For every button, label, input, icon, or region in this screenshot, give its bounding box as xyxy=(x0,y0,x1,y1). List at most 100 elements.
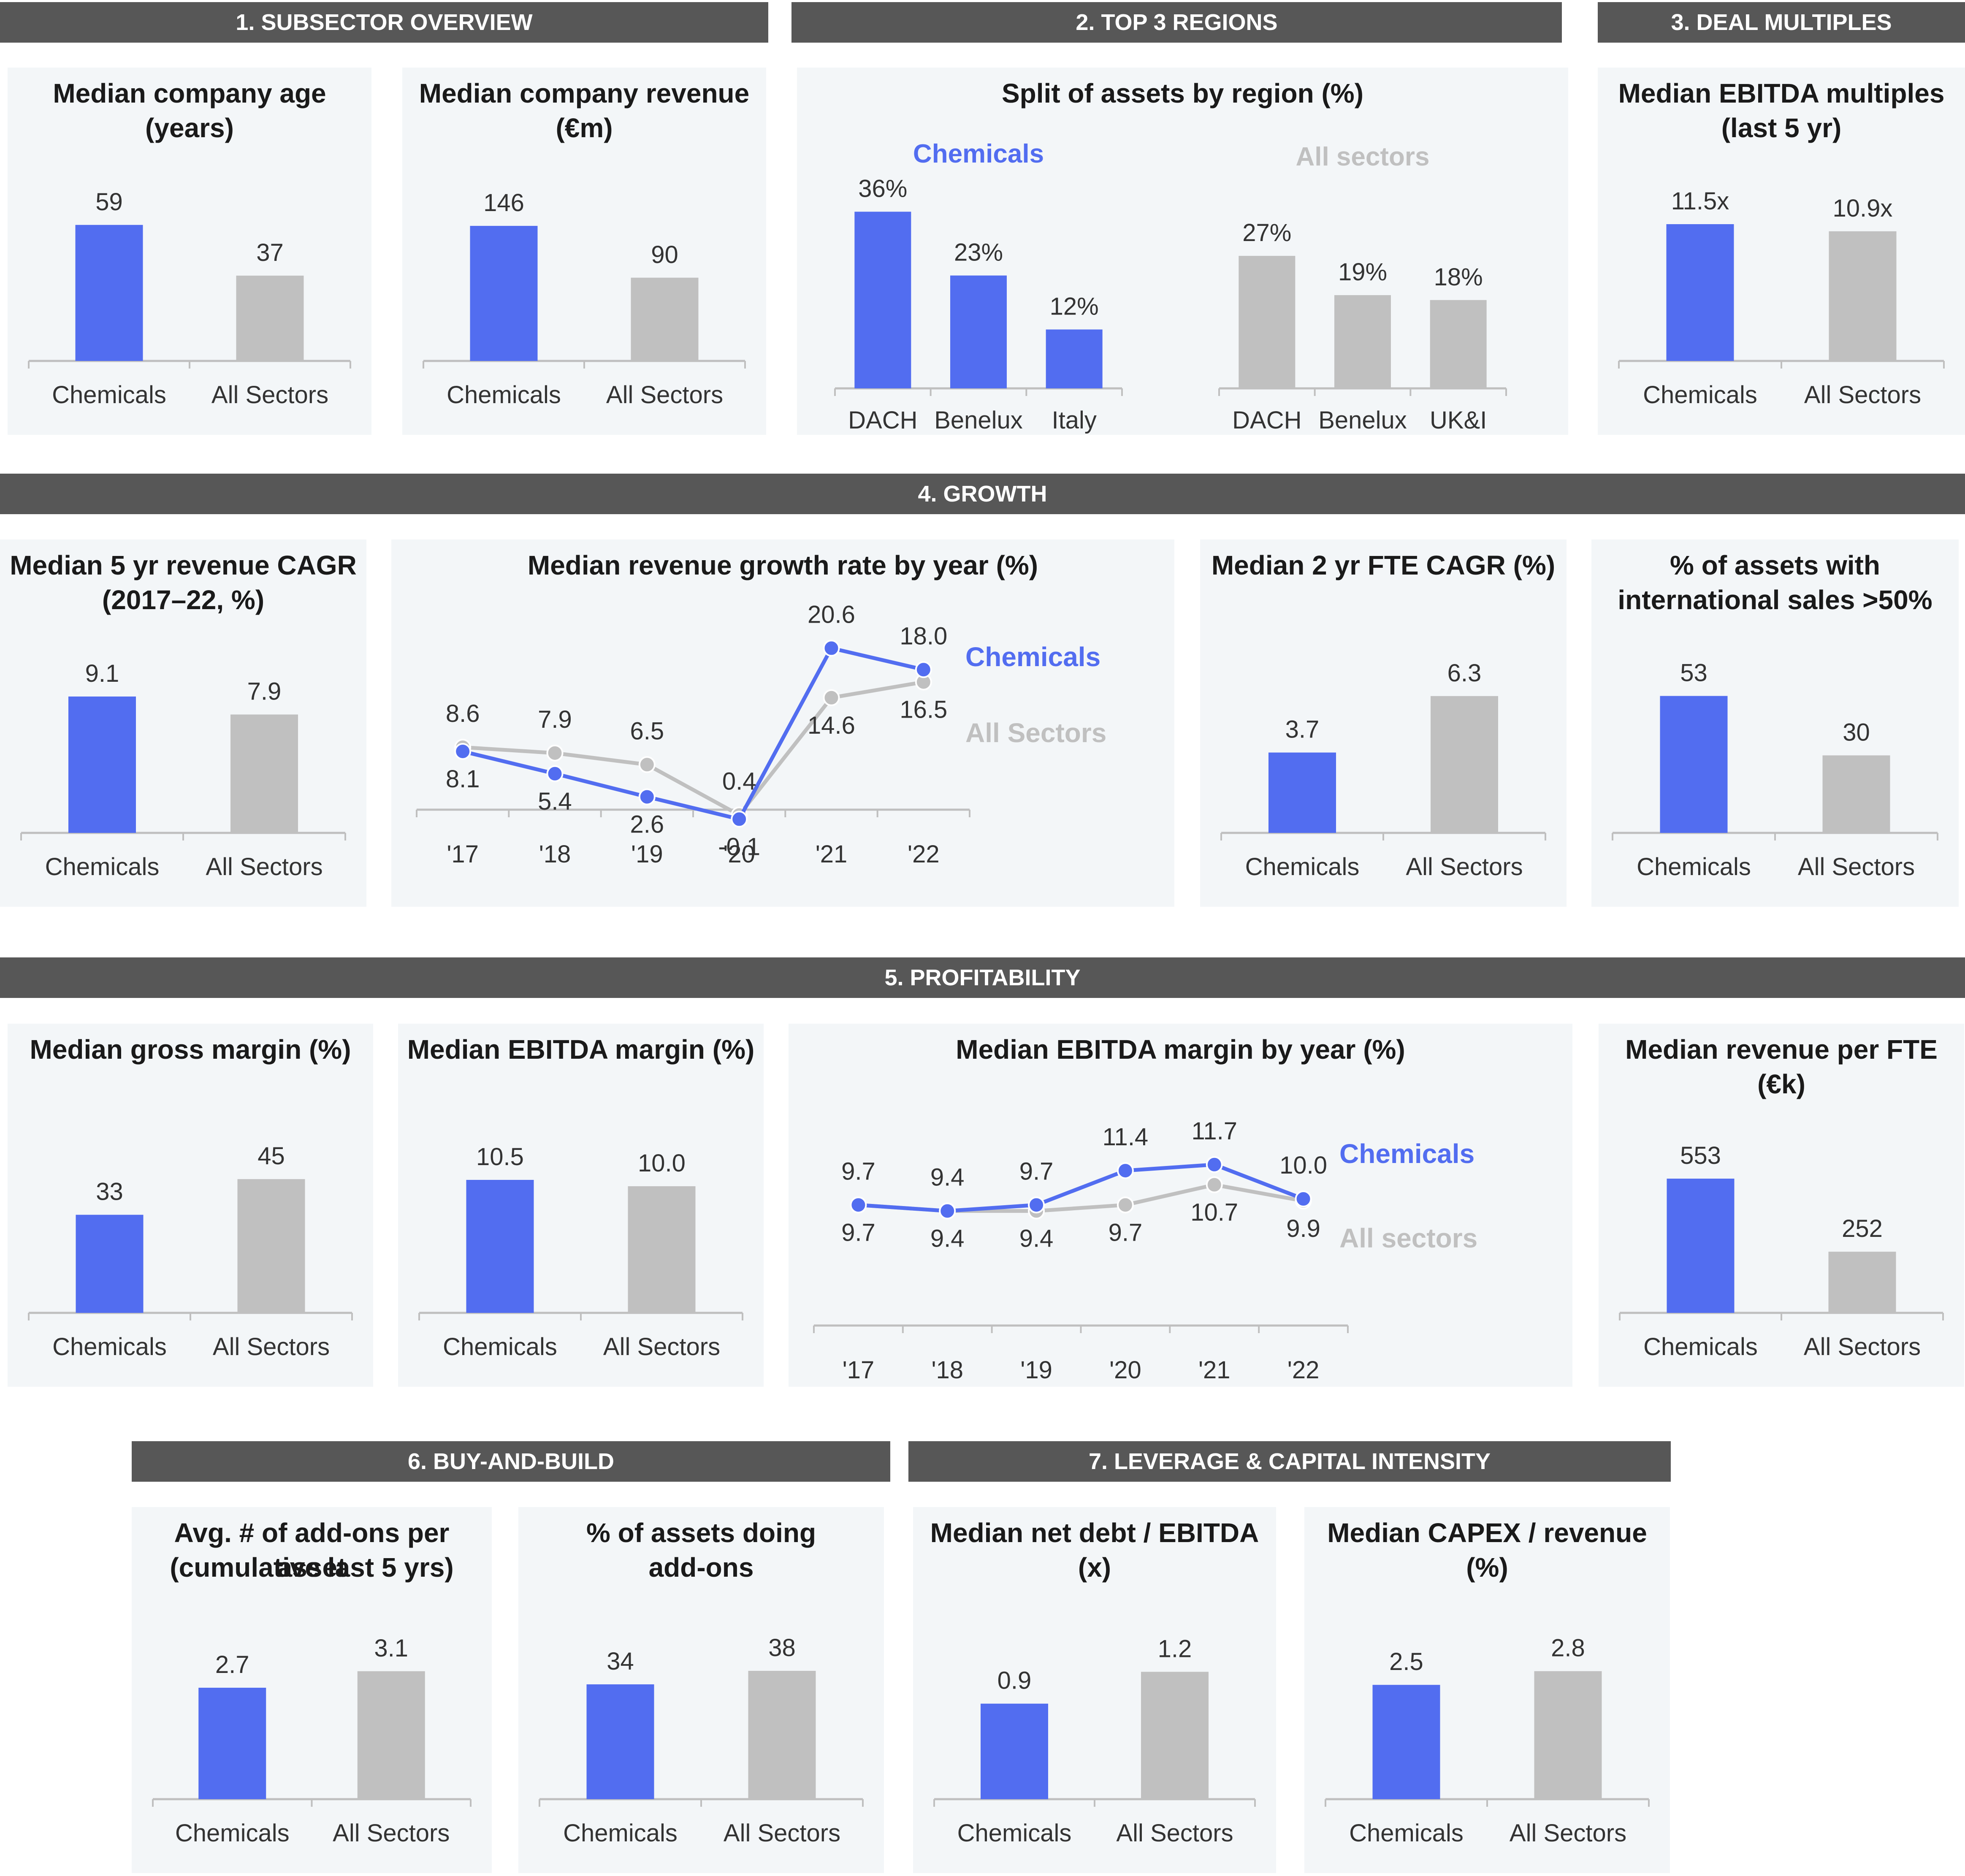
category-label: Chemicals xyxy=(1643,1333,1758,1361)
panel-ebitda-multiples: 11.5x Chemicals 10.9x All Sectors Median EBI… xyxy=(1598,68,1965,435)
data-label: 7.9 xyxy=(247,678,282,705)
chart-title: Median EBITDA multiples xyxy=(1618,78,1945,108)
panel-gross-margin: 33 Chemicals 45 All Sectors Median gross mar… xyxy=(8,1024,373,1387)
chart-title: Median CAPEX / revenue xyxy=(1327,1518,1647,1548)
data-label: 146 xyxy=(483,189,524,217)
data-label: 11.7 xyxy=(1191,1117,1237,1145)
bar-all-sectors xyxy=(1828,1252,1896,1313)
chart-title-line-2: (years) xyxy=(145,113,234,143)
chart-title: Split of assets by region (%) xyxy=(1001,78,1364,108)
bar-chemicals xyxy=(1667,1179,1735,1313)
data-label: 10.9x xyxy=(1833,195,1893,222)
data-label: 10.0 xyxy=(1279,1152,1327,1179)
bar-region xyxy=(1430,300,1487,388)
data-label: 14.6 xyxy=(808,712,855,739)
chart-title: % of assets doing xyxy=(586,1518,816,1548)
bar-chart: 34 Chemicals 38 All Sectors xyxy=(539,1634,864,1847)
data-label: 9.4 xyxy=(1019,1225,1054,1252)
x-tick-label: '17 xyxy=(843,1356,875,1384)
data-label: 6.5 xyxy=(630,717,664,745)
chart-title-line-2: (€k) xyxy=(1757,1069,1805,1099)
bar-all-sectors xyxy=(1431,696,1498,833)
section-header-subsector-overview: 1. SUBSECTOR OVERVIEW xyxy=(0,2,768,43)
chart-title: Median revenue growth rate by year (%) xyxy=(527,550,1038,580)
section-header-top-regions: 2. TOP 3 REGIONS xyxy=(791,2,1562,43)
legend-chemicals: Chemicals xyxy=(1339,1139,1474,1169)
panel-ebitda-margin-by-year: '17 '18 '19 '20 '21 '22 9.7 9.4 9.7 11.4 11.7 10.0 C… xyxy=(789,1024,1572,1387)
data-label: 2.6 xyxy=(630,811,664,838)
data-label: 45 xyxy=(257,1142,285,1170)
bar-region xyxy=(854,211,911,388)
data-label: 59 xyxy=(95,188,123,216)
category-label: All Sectors xyxy=(1510,1819,1626,1847)
bar-all-sectors xyxy=(1829,231,1897,361)
section-header-leverage-capital-intensity: 7. LEVERAGE & CAPITAL INTENSITY xyxy=(908,1441,1671,1482)
data-label: 0.9 xyxy=(997,1667,1032,1694)
data-label: 9.4 xyxy=(930,1225,965,1252)
legend-all-sectors: All Sectors xyxy=(965,718,1106,748)
panel-company-age: 59 Chemicals 37 All Sectors Median company a… xyxy=(8,68,371,435)
point-chemicals xyxy=(823,640,840,657)
chart-title: Median gross margin (%) xyxy=(30,1034,351,1065)
data-label: 8.6 xyxy=(446,700,480,727)
point-chemicals xyxy=(1028,1196,1045,1214)
category-label: Chemicals xyxy=(45,853,160,881)
panel-revenue-growth-by-year: '17 '18 '19 '20 '21 '22 8.1 5.4 2.6 -0.1 20.6 18.0 C… xyxy=(391,539,1174,907)
series-line-chemicals xyxy=(462,646,924,821)
category-label: All Sectors xyxy=(1116,1819,1233,1847)
bar-chart: 33 Chemicals 45 All Sectors xyxy=(28,1142,353,1361)
data-label: 2.8 xyxy=(1551,1635,1585,1662)
x-tick-label: '20 xyxy=(723,840,755,868)
category-label: All Sectors xyxy=(1804,1333,1921,1361)
bar-all-sectors xyxy=(357,1671,425,1799)
category-label: Italy xyxy=(1052,407,1096,434)
chart-title-line-2: (cumulative last 5 yrs) xyxy=(170,1552,454,1583)
panel-international-sales: 53 Chemicals 30 All Sectors % of assets with… xyxy=(1591,539,1959,907)
category-label: Chemicals xyxy=(443,1333,557,1361)
data-label: 10.5 xyxy=(476,1143,524,1171)
data-label: 11.5x xyxy=(1671,187,1729,215)
bar-chemicals xyxy=(586,1684,654,1799)
legend-all-sectors: All sectors xyxy=(1296,142,1429,171)
panel-ebitda-margin: 10.5 Chemicals 10.0 All Sectors Median EBITD… xyxy=(398,1024,764,1387)
data-label: 0.4 xyxy=(722,768,756,795)
section-header-buy-and-build: 6. BUY-AND-BUILD xyxy=(132,1441,890,1482)
x-tick-label: '22 xyxy=(908,840,940,868)
data-label: 252 xyxy=(1842,1215,1883,1242)
chart-title-line-2: (€m) xyxy=(556,113,613,143)
category-label: All Sectors xyxy=(213,1333,330,1361)
data-label: -0.1 xyxy=(718,833,760,860)
data-label: 9.7 xyxy=(1109,1219,1143,1246)
bar-chemicals xyxy=(1666,224,1734,361)
panel-net-debt-ebitda: 0.9 Chemicals 1.2 All Sectors Median net deb… xyxy=(913,1507,1276,1873)
data-label: 1.2 xyxy=(1158,1635,1192,1662)
data-label: 36% xyxy=(858,175,907,203)
panel-revenue-per-fte: 553 Chemicals 252 All Sectors Median revenue… xyxy=(1599,1024,1964,1387)
point-all-sectors xyxy=(1117,1196,1134,1214)
line-chart: '17 '18 '19 '20 '21 '22 8.1 5.4 2.6 -0.1 20.6 18.0 C… xyxy=(416,601,1106,868)
data-label: 3.7 xyxy=(1285,716,1320,743)
legend-chemicals: Chemicals xyxy=(913,139,1044,168)
data-label: 9.7 xyxy=(841,1158,875,1185)
bar-all-sectors xyxy=(237,1179,305,1313)
category-label: Chemicals xyxy=(52,381,166,409)
chart-title: Median revenue per FTE xyxy=(1625,1034,1938,1065)
chart-title: Median net debt / EBITDA xyxy=(930,1518,1259,1548)
bar-chemicals xyxy=(470,226,538,361)
data-label: 27% xyxy=(1242,219,1291,247)
data-label: 19% xyxy=(1338,258,1387,286)
point-chemicals xyxy=(1295,1190,1312,1207)
data-label: 23% xyxy=(954,239,1003,266)
data-label: 37 xyxy=(256,239,284,266)
data-label: 6.3 xyxy=(1447,659,1482,687)
bar-all-sectors xyxy=(631,277,699,361)
category-label: All Sectors xyxy=(603,1333,720,1361)
point-chemicals xyxy=(1206,1156,1223,1173)
series-line-chemicals xyxy=(858,1163,1304,1213)
bar-region xyxy=(1239,256,1296,388)
category-label: All Sectors xyxy=(1804,381,1921,409)
data-label: 5.4 xyxy=(538,788,572,815)
data-label: 20.6 xyxy=(808,601,855,628)
bar-chart: 146 Chemicals 90 All Sectors xyxy=(423,189,746,409)
